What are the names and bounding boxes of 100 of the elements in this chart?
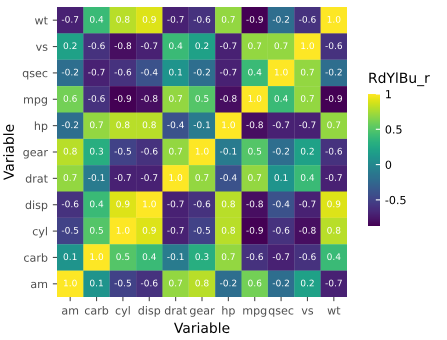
data-label: 0.5 xyxy=(90,226,103,234)
y-tick-label: hp xyxy=(34,121,48,132)
data-label: -0.9 xyxy=(114,95,132,102)
data-label: 0.7 xyxy=(169,148,182,155)
data-label: 0.2 xyxy=(300,148,314,155)
data-label: 0.5 xyxy=(116,253,130,260)
data-label: 0.9 xyxy=(327,200,340,208)
data-label: 0.8 xyxy=(222,226,235,234)
data-label: 0.4 xyxy=(327,253,340,260)
x-tick-label: vs xyxy=(302,308,314,315)
data-label: -0.5 xyxy=(62,226,78,234)
data-label: -0.8 xyxy=(246,121,263,128)
data-label: -0.6 xyxy=(325,42,342,50)
data-label: -0.2 xyxy=(272,148,289,155)
data-label: -0.7 xyxy=(325,174,342,181)
data-label: -0.8 xyxy=(299,226,316,234)
data-label: -0.6 xyxy=(140,148,158,155)
data-label: -0.7 xyxy=(140,174,158,181)
data-label: -0.7 xyxy=(299,200,316,208)
data-label: 1.0 xyxy=(301,42,314,50)
x-tick-label: drat xyxy=(164,306,187,315)
data-label: -0.7 xyxy=(220,68,236,76)
data-label: 0.7 xyxy=(169,95,182,102)
color-bar-label: -0.5 xyxy=(385,196,406,204)
data-label: -0.8 xyxy=(140,95,158,102)
data-label: -0.1 xyxy=(220,148,236,155)
data-label: -0.4 xyxy=(140,68,158,76)
data-label: -0.2 xyxy=(272,16,289,23)
data-label: 0.7 xyxy=(169,280,182,286)
data-label: 0.7 xyxy=(195,174,208,181)
data-label: -0.8 xyxy=(220,95,237,102)
x-tick-label: qsec xyxy=(268,308,294,317)
data-label: 0.2 xyxy=(195,42,208,50)
data-label: 0.7 xyxy=(274,42,288,50)
data-label: -0.7 xyxy=(62,16,78,23)
data-label: -0.8 xyxy=(246,200,263,208)
data-label: -0.6 xyxy=(88,95,105,102)
y-tick-label: wt xyxy=(34,16,48,24)
data-label: 1.0 xyxy=(222,121,235,128)
data-label: 0.1 xyxy=(169,68,182,76)
data-label: -0.4 xyxy=(167,121,184,128)
data-label: 1.0 xyxy=(196,148,209,155)
x-tick-label: am xyxy=(62,308,78,315)
x-tick-label: cyl xyxy=(116,306,130,317)
data-label: -0.9 xyxy=(246,16,263,23)
y-tick-label: carb xyxy=(24,253,48,262)
data-label: -0.5 xyxy=(114,280,131,286)
y-tick-label: am xyxy=(31,282,48,288)
data-label: 1.0 xyxy=(248,95,262,102)
data-label: -0.9 xyxy=(325,95,342,102)
data-label: 0.4 xyxy=(90,200,104,208)
data-label: 0.1 xyxy=(90,280,103,286)
data-label: 0.8 xyxy=(327,226,340,234)
x-axis-title: Variable xyxy=(174,322,230,334)
y-tick-label: qsec xyxy=(22,70,48,80)
data-label: 0.9 xyxy=(142,16,156,23)
data-label: 0.4 xyxy=(169,42,182,50)
data-label: -0.5 xyxy=(194,226,210,234)
data-label: 1.0 xyxy=(116,226,130,234)
y-tick-label: mpg xyxy=(24,97,47,106)
x-tick-label: carb xyxy=(84,306,108,315)
data-label: 0.7 xyxy=(64,174,77,181)
data-label: -0.6 xyxy=(140,280,158,286)
data-label: 0.4 xyxy=(300,174,314,181)
data-label: -0.7 xyxy=(88,68,105,76)
data-label: -0.6 xyxy=(194,200,210,208)
data-label: -0.5 xyxy=(114,148,131,155)
data-label: -0.8 xyxy=(114,42,132,50)
data-label: 0.5 xyxy=(195,95,208,102)
data-label: 0.8 xyxy=(116,121,130,128)
data-label: 0.7 xyxy=(222,16,235,23)
data-label: 0.6 xyxy=(64,95,77,102)
data-label: 0.6 xyxy=(248,280,262,286)
data-label: 0.9 xyxy=(116,200,130,208)
data-label: -0.7 xyxy=(272,121,290,128)
data-label: -0.7 xyxy=(220,42,236,50)
data-label: 1.0 xyxy=(143,200,156,208)
data-label: -0.6 xyxy=(62,200,78,208)
data-label: -0.7 xyxy=(167,16,184,23)
data-label: -0.7 xyxy=(167,200,184,208)
data-label: -0.4 xyxy=(220,174,237,181)
data-label: 0.8 xyxy=(222,200,235,208)
data-label: -0.6 xyxy=(194,16,210,23)
data-label: -0.6 xyxy=(299,253,316,260)
data-label: -0.4 xyxy=(272,200,290,208)
y-axis-title: Variable xyxy=(3,124,14,180)
data-label: -0.6 xyxy=(88,42,105,50)
data-label: -0.2 xyxy=(62,68,78,76)
data-label: 0.7 xyxy=(248,174,262,181)
data-label: -0.2 xyxy=(272,280,289,286)
x-tick-label: gear xyxy=(190,308,215,317)
data-label: -0.2 xyxy=(62,121,78,128)
data-label: 0.1 xyxy=(64,253,77,260)
data-label: 0.4 xyxy=(90,16,104,23)
data-label: 0.1 xyxy=(274,174,288,181)
data-label: -0.6 xyxy=(246,253,263,260)
data-label: -0.7 xyxy=(299,121,316,128)
data-label: 0.2 xyxy=(64,42,76,50)
data-label: 0.7 xyxy=(327,121,340,128)
data-label: 0.8 xyxy=(64,148,77,155)
